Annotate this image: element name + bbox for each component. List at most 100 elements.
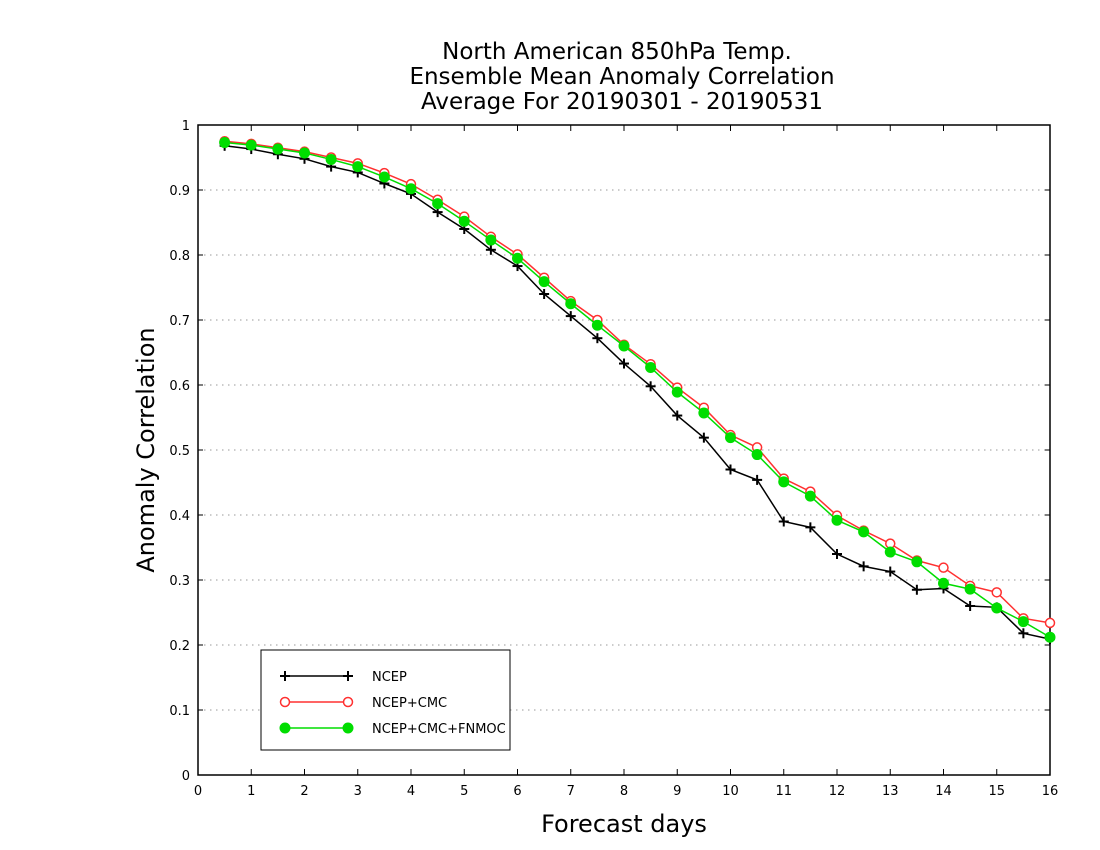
y-tick-label: 1 [182, 119, 190, 134]
data-point-ncep-cmc-fnmoc [219, 137, 231, 149]
x-tick-label: 2 [300, 784, 308, 799]
chart-title-line-3: Average For 20190301 - 20190531 [421, 89, 823, 115]
y-tick-label: 0 [182, 769, 190, 784]
x-tick-label: 12 [829, 784, 846, 799]
x-tick-label: 7 [567, 784, 575, 799]
data-point-ncep-cmc-fnmoc [485, 234, 497, 246]
data-point-ncep [885, 566, 896, 577]
data-point-ncep-cmc-fnmoc [405, 183, 417, 195]
data-point-ncep-cmc-fnmoc [432, 198, 444, 210]
y-tick-label: 0.7 [169, 314, 190, 329]
data-point-ncep-cmc-fnmoc [858, 526, 870, 538]
data-point-ncep-cmc-fnmoc [325, 153, 337, 165]
chart-title-line-2: Ensemble Mean Anomaly Correlation [409, 64, 834, 90]
x-tick-label: 5 [460, 784, 468, 799]
data-point-ncep-cmc-fnmoc [512, 252, 523, 264]
data-point-ncep [805, 522, 816, 533]
data-point-ncep [539, 289, 550, 299]
data-point-ncep-cmc-fnmoc [1017, 616, 1029, 628]
data-point-ncep [725, 464, 736, 475]
data-point-ncep-cmc-fnmoc [272, 143, 284, 155]
data-point-ncep-cmc-fnmoc [938, 577, 949, 589]
data-point-ncep-cmc-fnmoc [591, 319, 603, 331]
y-tick-label: 0.2 [169, 639, 190, 654]
x-tick-label: 8 [620, 784, 628, 799]
x-tick-label: 16 [1042, 784, 1059, 799]
y-tick-label: 0.8 [169, 249, 190, 264]
data-point-ncep-cmc-fnmoc [378, 171, 390, 183]
series-line-ncep-cmc [224, 140, 1051, 624]
data-point-ncep-cmc-fnmoc [538, 276, 550, 288]
x-tick-label: 14 [935, 784, 952, 799]
data-point-ncep-cmc-fnmoc [778, 476, 790, 488]
data-point-ncep-cmc-fnmoc [645, 361, 657, 373]
x-tick-label: 13 [882, 784, 899, 799]
data-point-ncep-cmc-fnmoc [751, 449, 763, 461]
data-point-ncep [832, 549, 842, 559]
series-lines [219, 136, 1056, 645]
data-point-ncep-cmc-fnmoc [831, 514, 843, 526]
legend: NCEP NCEP+CMC NCEP+CMC+FNMOC [260, 649, 511, 751]
legend-label-ncep-cmc-fnmoc: NCEP+CMC+FNMOC [372, 722, 506, 737]
x-tick-label: 6 [513, 784, 521, 799]
legend-label-ncep-cmc: NCEP+CMC [372, 696, 447, 711]
data-point-ncep-cmc-fnmoc [565, 298, 577, 310]
y-tick-label: 0.9 [169, 184, 190, 199]
series-line-ncep [224, 145, 1051, 640]
grid-lines [198, 189, 1050, 711]
data-point-ncep-cmc-fnmoc [1044, 631, 1056, 643]
data-point-ncep-cmc-fnmoc [352, 161, 364, 173]
legend-marker-ncep-cmc [279, 696, 291, 708]
x-tick-label: 10 [722, 784, 739, 799]
chart-title-line-1: North American 850hPa Temp. [442, 39, 792, 65]
data-point-ncep-cmc-fnmoc [991, 602, 1003, 614]
data-point-ncep-cmc-fnmoc [299, 147, 310, 159]
data-point-ncep-cmc [938, 562, 949, 573]
data-point-ncep [698, 432, 709, 443]
y-tick-label: 0.5 [169, 444, 190, 459]
legend-marker-ncep-cmc [342, 696, 354, 708]
legend-marker-ncep [343, 671, 353, 681]
y-tick-label: 0.1 [169, 704, 190, 719]
y-tick-label: 0.6 [169, 379, 190, 394]
data-point-ncep [911, 584, 922, 595]
legend-label-ncep: NCEP [372, 670, 407, 685]
data-point-ncep [619, 358, 629, 369]
data-point-ncep-cmc-fnmoc [911, 556, 923, 568]
data-point-ncep-cmc-fnmoc [884, 546, 896, 558]
data-point-ncep [565, 311, 576, 322]
legend-box [260, 649, 511, 751]
x-tick-label: 4 [407, 784, 415, 799]
data-point-ncep [778, 516, 789, 527]
x-tick-label: 1 [247, 784, 255, 799]
y-axis-title: Anomaly Correlation [132, 327, 160, 572]
data-point-ncep [1018, 628, 1029, 639]
legend-marker-ncep-cmc-fnmoc [279, 722, 291, 734]
data-point-ncep-cmc-fnmoc [964, 583, 976, 595]
legend-marker-ncep-cmc-fnmoc [342, 722, 354, 734]
data-point-ncep-cmc-fnmoc [458, 215, 470, 227]
x-tick-label: 0 [194, 784, 202, 799]
data-point-ncep [858, 561, 869, 572]
x-tick-label: 9 [673, 784, 681, 799]
data-point-ncep-cmc [1044, 617, 1056, 629]
data-point-ncep-cmc-fnmoc [671, 386, 683, 398]
data-point-ncep [752, 474, 763, 485]
y-tick-label: 0.4 [169, 509, 190, 524]
data-point-ncep-cmc-fnmoc [804, 490, 816, 502]
legend-marker-ncep [280, 671, 290, 681]
data-point-ncep [645, 381, 656, 392]
y-tick-label: 0.3 [169, 574, 190, 589]
x-tick-label: 3 [354, 784, 362, 799]
data-point-ncep-cmc-fnmoc [725, 432, 736, 444]
data-point-ncep [592, 333, 603, 344]
data-point-ncep-cmc-fnmoc [698, 407, 710, 419]
data-point-ncep [965, 601, 976, 611]
x-tick-label: 15 [988, 784, 1005, 799]
data-point-ncep [672, 410, 683, 421]
data-point-ncep-cmc [991, 587, 1002, 598]
x-tick-label: 11 [775, 784, 792, 799]
data-point-ncep [485, 244, 496, 255]
x-axis-title: Forecast days [541, 810, 707, 838]
